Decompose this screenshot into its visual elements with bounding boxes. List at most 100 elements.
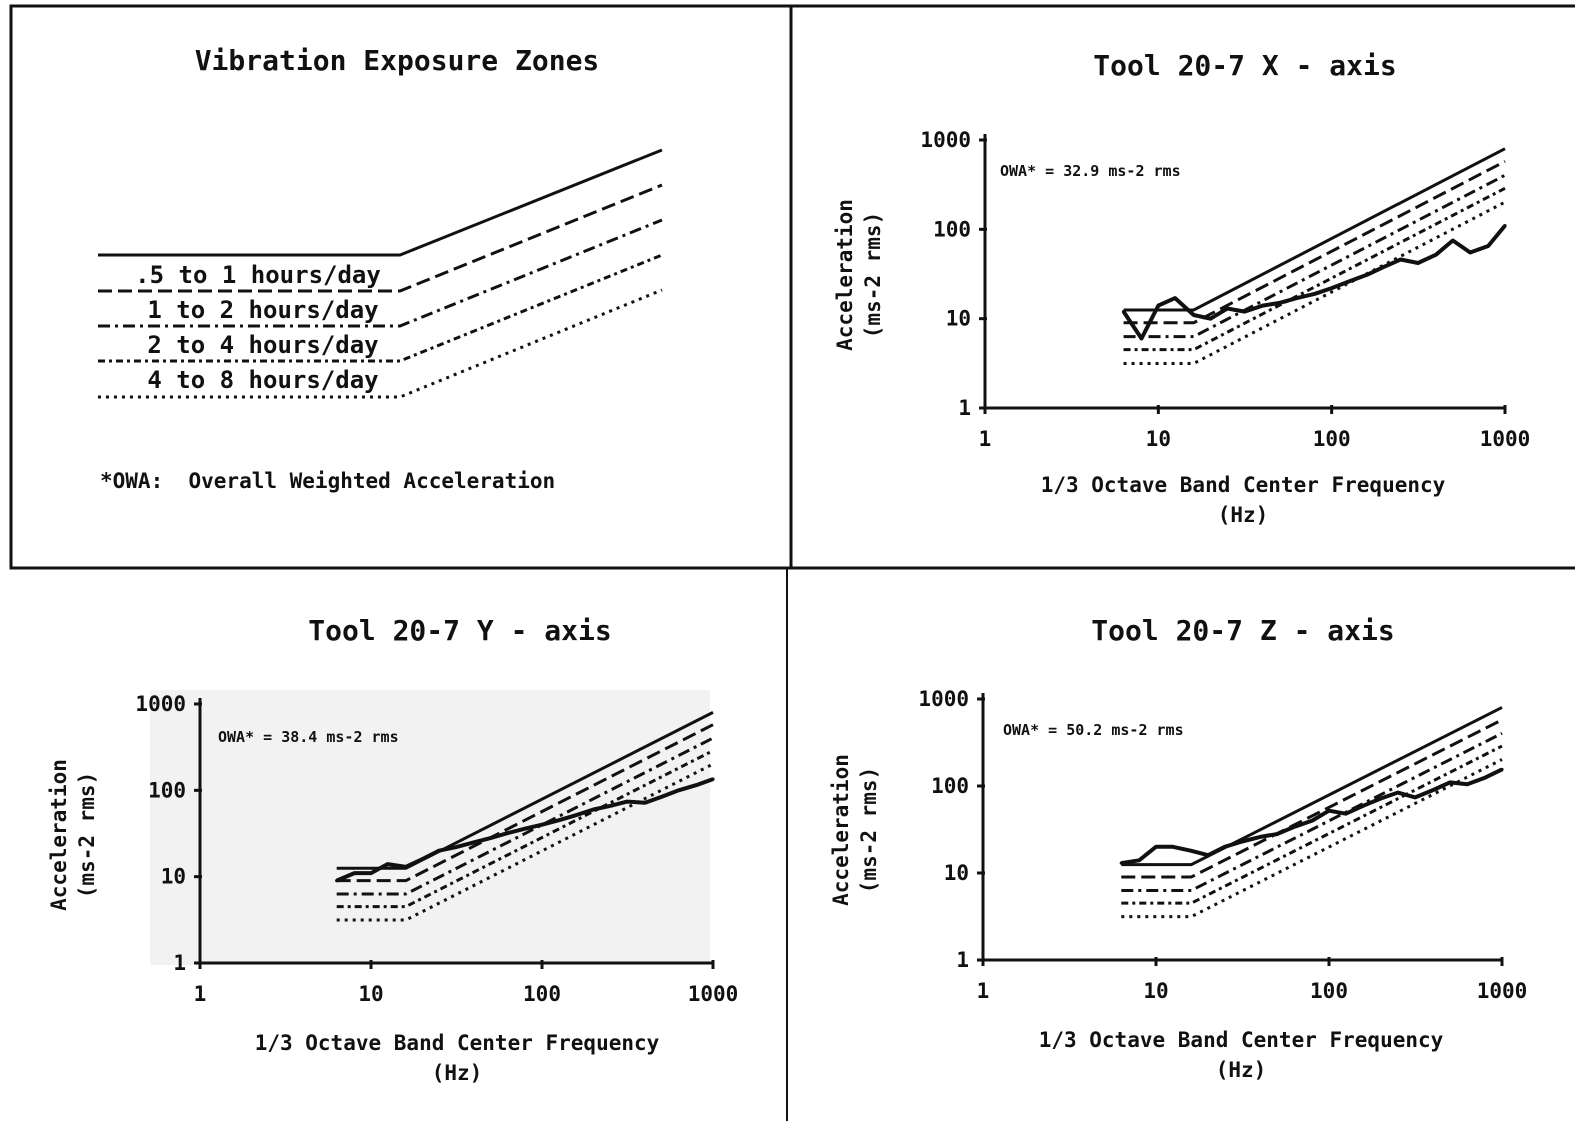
zone-label-1: 1 to 2 hours/day [147,296,378,324]
data-point [1313,292,1317,296]
y-axis-label: Acceleration [829,754,853,906]
data-point [488,836,493,840]
chart-title: Tool 20-7 Z - axis [1091,614,1394,647]
data-point [1327,809,1331,813]
zone-line-2 [98,253,663,363]
data-point [1192,313,1196,317]
data-point [1344,812,1348,816]
data-point [1413,795,1417,799]
data-point [1365,273,1369,277]
legend-panel: Vibration Exposure Zones .5 to 1 hours/d… [98,44,663,493]
zone-line-3 [1123,200,1506,365]
x-tick-label: 100 [523,982,561,1006]
data-point [437,849,441,853]
zone-line-0 [336,723,714,883]
data-point [694,783,699,787]
zone-line-1 [1123,173,1506,339]
zone-line-0 [1123,160,1506,325]
owa-footnote: *OWA: Overall Weighted Acceleration [100,469,555,493]
y-tick-label: 1000 [135,692,186,716]
x-axis-label-unit: (Hz) [432,1061,483,1085]
data-point [1206,853,1210,857]
data-point [369,871,373,875]
data-point [643,801,647,805]
data-point [1119,861,1123,865]
x-tick-label: 10 [358,982,383,1006]
chart-title: Tool 20-7 Y - axis [308,614,611,647]
data-point [1416,261,1420,265]
data-point [1362,803,1366,807]
x-tick-label: 1000 [688,982,739,1006]
data-point [454,845,458,849]
data-point [1379,796,1383,801]
data-point [1225,306,1229,311]
y-axis-label-unit: (ms-2 rms) [75,772,99,898]
data-point [1465,782,1469,786]
zone-line-0 [98,183,663,293]
data-point [1139,336,1144,341]
data-point [1310,819,1314,823]
data-point [472,840,476,844]
zone-line-1 [336,736,714,896]
y-tick-label: 1000 [920,128,971,152]
x-axis-label-unit: (Hz) [1216,1058,1267,1082]
y-axis-label: Acceleration [47,759,71,911]
data-point [1503,224,1507,228]
chart-title: Tool 20-7 X - axis [1093,49,1396,82]
data-point [1240,839,1244,844]
data-point [540,823,544,827]
data-point [1468,250,1472,255]
chart-z-axis: Tool 20-7 Z - axis OWA* = 50.2 ms-2 rms … [829,614,1527,1082]
y-tick-label: 100 [931,774,969,798]
data-point [1399,257,1403,262]
chart-y-axis: Tool 20-7 Y - axis OWA* = 38.4 ms-2 rms … [47,614,738,1085]
x-tick-label: 1 [977,979,990,1003]
data-point [1448,780,1452,784]
data-point [1208,317,1213,321]
measured-spectrum-line [1121,224,1507,341]
data-point [385,862,390,866]
x-tick-label: 100 [1313,427,1351,451]
plot-area: 1 10 100 1000 1 10 100 1000 [135,692,738,1006]
y-tick-label: 10 [161,865,186,889]
data-point [404,865,408,869]
data-point [1258,835,1262,839]
y-tick-label: 100 [148,778,186,802]
owa-label: OWA* = 50.2 ms-2 rms [1003,721,1184,739]
data-point [1121,309,1126,314]
y-axis-label-unit: (ms-2 rms) [861,212,885,338]
x-tick-label: 1 [194,982,207,1006]
data-point [1486,244,1490,248]
data-point [1171,845,1175,849]
data-point [1261,304,1265,308]
data-point [659,795,664,799]
y-tick-label: 1 [173,951,186,975]
data-point [1434,253,1438,257]
owa-label: OWA* = 32.9 ms-2 rms [1000,162,1181,180]
data-point [1330,286,1334,290]
data-point [608,804,612,808]
data-point [677,788,681,792]
owa-label: OWA* = 38.4 ms-2 rms [218,728,399,746]
data-point [523,827,528,831]
data-point [506,831,510,835]
zone-line-0 [1121,718,1503,879]
data-point [1396,790,1400,795]
data-point [1156,304,1160,308]
zone-line-2 [336,749,714,909]
x-tick-label: 1000 [1477,979,1528,1003]
zone-line-3 [98,288,663,399]
legend-title: Vibration Exposure Zones [195,44,600,77]
data-point [556,818,561,822]
data-point [1223,845,1227,849]
data-point [1173,296,1177,300]
y-tick-label: 100 [933,217,971,241]
data-point [1295,296,1299,300]
zone-line-1 [1121,731,1503,892]
x-tick-label: 100 [1310,979,1348,1003]
plot-area: 1 10 100 1000 1 10 100 1000 [920,128,1530,451]
limit-line [98,148,663,257]
x-tick-label: 10 [1143,979,1168,1003]
y-tick-label: 10 [946,307,971,331]
data-point [575,813,579,817]
